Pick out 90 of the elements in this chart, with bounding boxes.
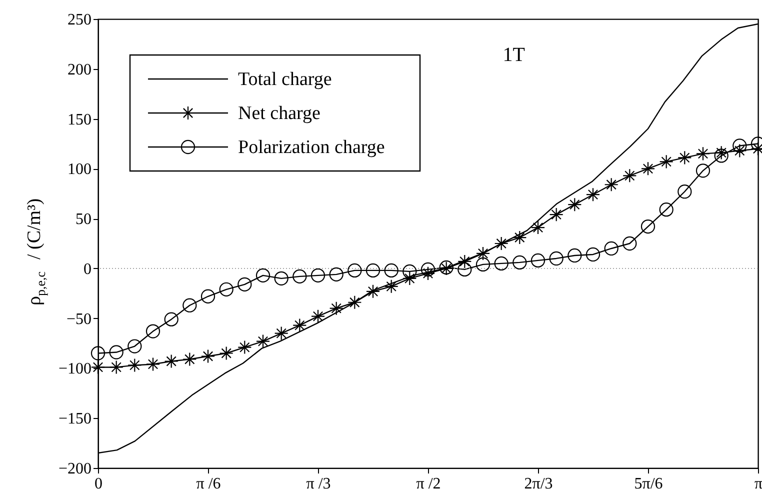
- point: [219, 282, 234, 296]
- point: [219, 346, 234, 360]
- point: [696, 164, 710, 178]
- point: [128, 358, 142, 372]
- y-tick-label: −150: [58, 410, 92, 428]
- point: [109, 360, 124, 374]
- point: [640, 162, 656, 176]
- y-tick-label: 100: [68, 161, 92, 178]
- point: [109, 345, 124, 360]
- point: [90, 360, 106, 374]
- point: [714, 146, 728, 160]
- point: [200, 289, 216, 304]
- point: [182, 352, 197, 366]
- point: [128, 339, 142, 354]
- point: [274, 326, 288, 340]
- point: [568, 198, 582, 212]
- y-tick-label: 150: [68, 111, 92, 128]
- y-tick-label: −50: [66, 310, 92, 328]
- point: [549, 207, 564, 222]
- point: [90, 346, 106, 360]
- point: [238, 277, 252, 292]
- annotation: 1T: [502, 44, 525, 66]
- point: [512, 230, 527, 245]
- point: [402, 264, 417, 278]
- point: [568, 248, 582, 263]
- point: [586, 247, 600, 262]
- point: [678, 184, 692, 199]
- x-tick-label: 0: [94, 476, 102, 492]
- x-tick-label: π /2: [416, 476, 441, 492]
- point: [238, 340, 252, 354]
- y-axis-title: ρp,e,c / (C/m³): [24, 198, 48, 306]
- point: [659, 202, 674, 217]
- point: [200, 349, 216, 364]
- point: [659, 154, 674, 169]
- x-tick-label: 5π/6: [634, 476, 663, 492]
- x-tick-label: 2π/3: [524, 476, 553, 492]
- x-tick-label: π /3: [306, 476, 331, 492]
- point: [586, 188, 600, 202]
- point: [274, 271, 288, 286]
- point: [696, 146, 710, 161]
- point: [458, 254, 472, 269]
- point: [458, 262, 472, 276]
- y-tick-label: 250: [68, 12, 92, 28]
- legend-label: Total charge: [238, 69, 332, 90]
- point: [640, 219, 656, 234]
- point: [366, 284, 380, 298]
- point: [329, 301, 344, 316]
- x-tick-label: π: [754, 476, 762, 492]
- point: [384, 279, 398, 294]
- point: [549, 251, 564, 266]
- point: [164, 354, 178, 368]
- y-tick-label: −100: [58, 360, 92, 378]
- point: [256, 268, 270, 282]
- legend-label: Polarization charge: [238, 137, 385, 158]
- point: [292, 269, 307, 284]
- point: [384, 263, 398, 278]
- point: [512, 255, 527, 270]
- point: [348, 263, 362, 278]
- point: [402, 271, 417, 286]
- point: [714, 148, 728, 163]
- point: [530, 253, 546, 268]
- point: [182, 298, 197, 312]
- y-tick-label: 0: [84, 260, 92, 278]
- point: [604, 241, 618, 256]
- point: [256, 334, 270, 348]
- point: [348, 295, 362, 310]
- y-tick-label: −200: [58, 460, 92, 478]
- point: [530, 220, 546, 235]
- legend-label: Net charge: [238, 103, 320, 124]
- point: [146, 357, 160, 372]
- point: [476, 257, 490, 272]
- point: [420, 266, 436, 280]
- point: [622, 236, 637, 251]
- point: [164, 312, 178, 326]
- point: [329, 267, 344, 282]
- y-tick-label: 50: [76, 211, 92, 228]
- point: [292, 318, 307, 332]
- point: [146, 324, 160, 338]
- y-tick-label: 200: [68, 61, 92, 78]
- point: [622, 168, 637, 183]
- point: [310, 268, 326, 282]
- point: [678, 150, 692, 165]
- point: [420, 262, 436, 276]
- point: [494, 256, 508, 271]
- point: [366, 263, 380, 278]
- x-tick-label: π /6: [196, 476, 221, 492]
- point: [494, 236, 508, 251]
- point: [310, 309, 326, 324]
- point: [604, 178, 618, 192]
- point: [476, 246, 490, 261]
